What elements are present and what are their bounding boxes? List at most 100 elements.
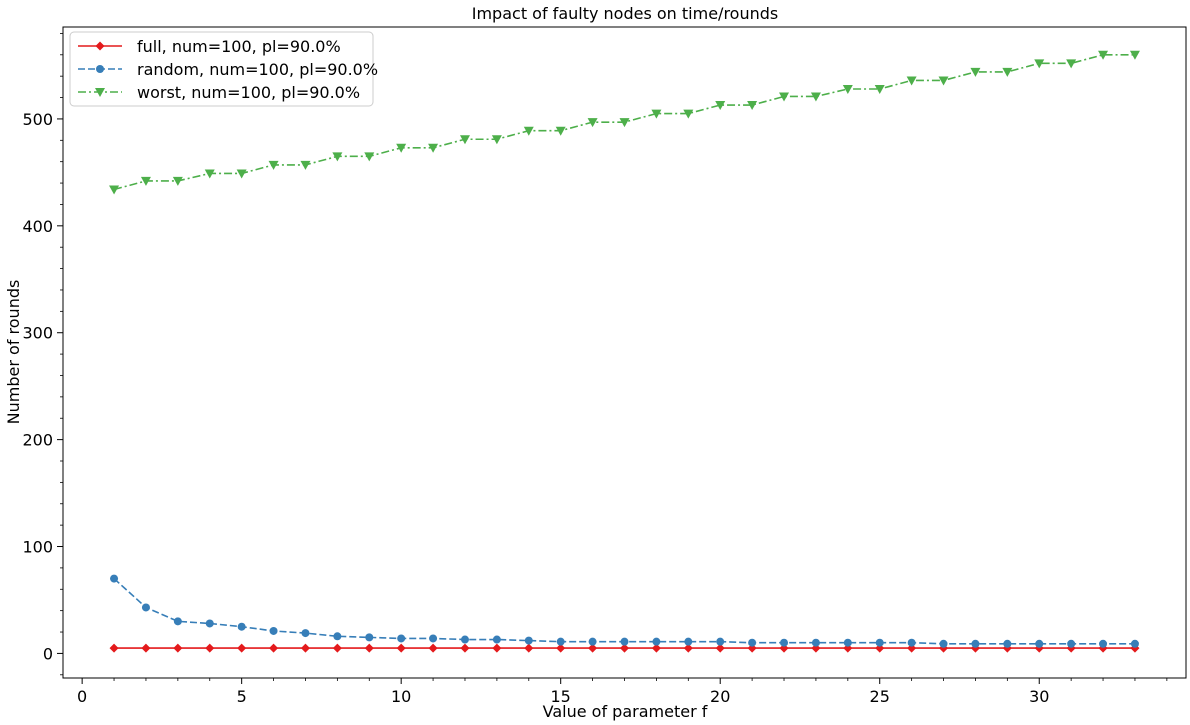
data-point [555,126,566,136]
data-point [173,643,183,653]
series-line [113,577,1135,645]
x-tick-label: 5 [237,687,247,706]
data-point [332,643,342,653]
data-point [939,639,948,648]
legend-marker [95,41,105,51]
data-point [237,643,247,653]
data-point [843,638,852,647]
y-tick-label: 100 [22,538,53,557]
data-point [1034,59,1045,69]
data-point [556,643,566,653]
legend-label: worst, num=100, pl=90.0% [137,83,360,102]
data-point [651,109,662,119]
y-axis-title: Number of rounds [4,280,23,425]
data-point [716,637,725,646]
x-axis-title: Value of parameter f [543,702,708,721]
x-tick-label: 15 [551,687,571,706]
data-point [684,637,693,646]
plot-area-frame [62,26,1187,679]
data-point [396,143,407,153]
data-point [269,626,278,635]
data-point [652,637,661,646]
data-point [780,638,789,647]
data-point [236,169,247,179]
data-point [907,638,916,647]
data-point [300,160,311,170]
data-point [587,118,598,128]
data-point [141,643,151,653]
data-point [715,101,726,111]
data-point [1130,639,1139,648]
data-point [683,109,694,119]
legend-label: random, num=100, pl=90.0% [137,60,378,79]
data-point [970,67,981,77]
data-point [1002,67,1013,77]
data-point [620,643,629,653]
data-point [300,643,310,653]
y-tick-label: 300 [22,324,53,343]
data-point [748,638,757,647]
data-point [810,92,821,102]
data-point [1129,50,1140,60]
data-point [301,629,310,638]
data-point [1035,639,1044,648]
data-point [110,574,119,583]
y-tick-label: 0 [43,644,53,663]
data-point [651,643,661,653]
data-point [460,643,470,653]
data-point [971,639,980,648]
data-point [715,643,725,653]
data-point [205,619,214,628]
y-tick-label: 500 [22,110,53,129]
data-point [109,185,120,195]
x-tick-label: 30 [1029,687,1049,706]
data-point [140,176,151,186]
data-point [875,638,884,647]
data-point [1098,50,1109,60]
y-tick-label: 400 [22,217,53,236]
data-point [397,634,406,643]
data-point [333,632,342,641]
data-point [1067,639,1076,648]
series-1 [110,574,1139,648]
data-point [332,152,343,162]
data-point [269,643,279,653]
legend: full, num=100, pl=90.0% random, num=100, … [69,31,378,107]
data-point [460,635,469,644]
x-tick-label: 10 [391,687,411,706]
data-point [874,85,885,94]
data-point [428,143,439,153]
data-point [1066,59,1077,69]
chart-title: Impact of faulty nodes on time/rounds [472,4,778,23]
data-point [141,603,150,612]
data-point [524,643,534,653]
data-point [204,169,215,179]
data-point [938,76,949,86]
data-point [1099,639,1108,648]
data-point [205,643,215,653]
y-tick-label: 200 [22,431,53,450]
data-point [237,622,246,631]
data-point [1003,639,1012,648]
data-point [459,135,470,145]
series-layer [109,50,1140,653]
data-point [811,638,820,647]
data-point [268,160,279,170]
data-point [524,636,533,645]
legend-label: full, num=100, pl=90.0% [137,37,341,56]
x-tick-label: 25 [870,687,890,706]
data-point [429,634,438,643]
data-point [747,101,758,111]
data-point [492,635,501,644]
data-point [492,643,502,653]
data-point [396,643,406,653]
series-2 [109,50,1140,195]
data-point [491,135,502,145]
x-tick-label: 20 [710,687,730,706]
data-point [172,176,183,186]
data-point [523,126,534,136]
legend-marker [95,88,105,97]
data-point [173,617,182,626]
